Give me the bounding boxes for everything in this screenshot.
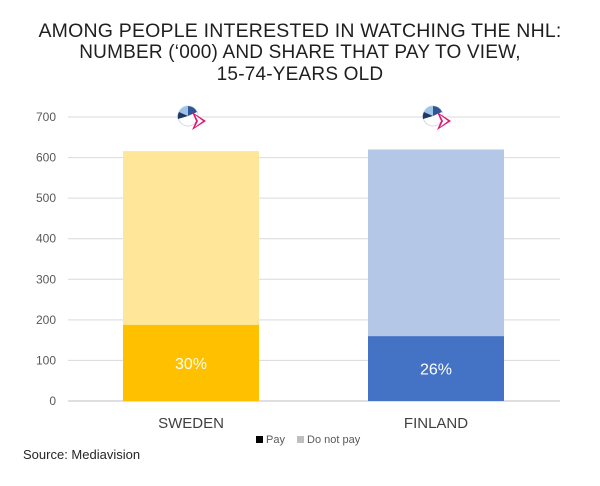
y-tick-label: 400 xyxy=(36,232,56,246)
logo-icon xyxy=(422,105,451,130)
legend-swatch xyxy=(256,436,263,443)
logo-icon xyxy=(177,105,206,130)
bars: 30% 26% xyxy=(123,149,504,401)
bar-finland-pay xyxy=(368,336,504,401)
chart-title: AMONG PEOPLE INTERESTED IN WATCHING THE … xyxy=(0,20,600,86)
bar-sweden-pay xyxy=(123,324,259,401)
data-label-sweden: 30% xyxy=(175,356,207,373)
title-line-3: 15-74-YEARS OLD xyxy=(216,64,384,85)
legend: Pay Do not pay xyxy=(256,434,361,446)
x-tick-label: FINLAND xyxy=(404,415,468,432)
y-axis: 0 100 200 300 400 500 600 700 xyxy=(36,110,56,408)
title-line-2: NUMBER (‘000) AND SHARE THAT PAY TO VIEW… xyxy=(79,42,521,63)
legend-swatch xyxy=(297,436,304,443)
x-axis: SWEDEN FINLAND xyxy=(158,415,468,432)
y-tick-label: 500 xyxy=(36,191,56,205)
x-tick-label: SWEDEN xyxy=(158,415,224,432)
y-tick-label: 300 xyxy=(36,272,56,286)
bar-sweden-do-not-pay xyxy=(123,151,259,325)
y-tick-label: 0 xyxy=(49,394,56,408)
y-tick-label: 600 xyxy=(36,151,56,165)
data-label-finland: 26% xyxy=(420,362,452,379)
source-note: Source: Mediavision xyxy=(23,447,141,462)
legend-label: Pay xyxy=(266,434,285,446)
y-tick-label: 200 xyxy=(36,313,56,327)
country-logos xyxy=(177,105,451,130)
y-tick-label: 700 xyxy=(36,110,56,124)
legend-label: Do not pay xyxy=(307,434,361,446)
title-line-1: AMONG PEOPLE INTERESTED IN WATCHING THE … xyxy=(38,20,562,42)
bar-finland-do-not-pay xyxy=(368,149,504,337)
y-tick-label: 100 xyxy=(36,353,56,367)
